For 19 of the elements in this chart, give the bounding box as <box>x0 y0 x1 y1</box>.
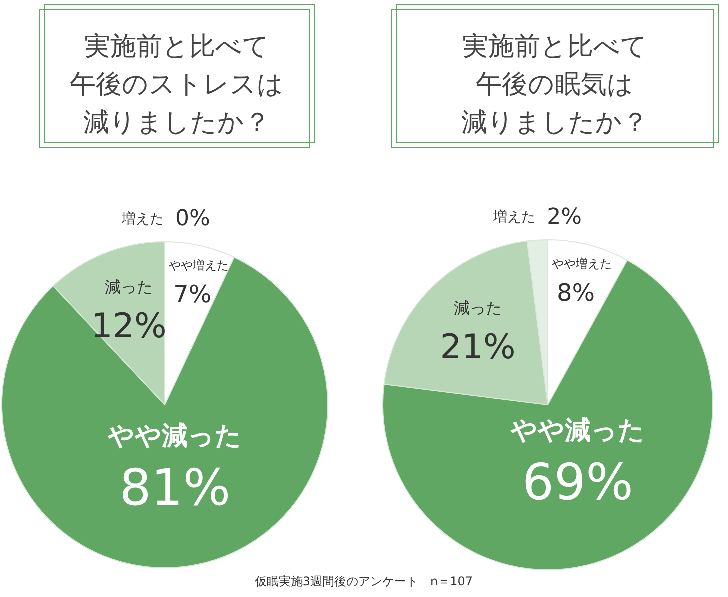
slice-label: やや増えた <box>169 258 229 273</box>
data-label: 7% <box>174 280 212 308</box>
category-label: 増えた <box>122 212 164 228</box>
data-label: 21% <box>440 327 516 368</box>
data-label: 81% <box>120 459 231 518</box>
chart-title: 実施前と比べて午後のストレスは減りましたか？ <box>70 32 284 138</box>
data-label: 8% <box>557 279 596 308</box>
data-label: 2% <box>547 204 582 230</box>
data-label: 69% <box>522 453 634 512</box>
slice-label: 減った <box>104 277 153 296</box>
slice-label: やや減った <box>510 416 645 446</box>
slice-label: 減った <box>454 298 502 318</box>
chart-title: 実施前と比べて午後の眠気は減りましたか？ <box>462 32 648 138</box>
slice-label: やや減った <box>107 422 242 452</box>
text: 仮眠実施3週間後のアンケート n＝107 <box>254 574 474 588</box>
slice-label: 増えた <box>492 208 536 226</box>
data-label: 12% <box>91 306 167 346</box>
slice-label: やや増えた <box>552 257 612 272</box>
text: 0% <box>176 206 210 232</box>
